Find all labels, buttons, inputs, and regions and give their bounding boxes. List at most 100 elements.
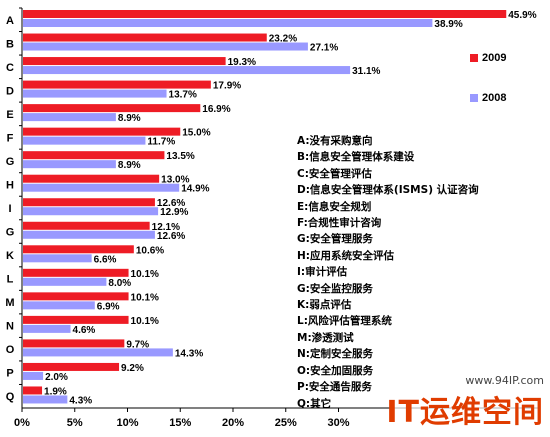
data-label-2008: 4.6% xyxy=(73,325,96,336)
bar-2009 xyxy=(23,339,125,348)
category-description: A:没有采购意向 xyxy=(297,135,373,147)
bar-2008 xyxy=(23,136,146,145)
y-tick-label: A xyxy=(6,15,14,27)
legend-swatch-2008 xyxy=(470,94,478,103)
bar-2009 xyxy=(23,245,134,254)
bar-2008 xyxy=(23,207,159,216)
data-label-2008: 14.3% xyxy=(175,348,203,359)
data-label-2009: 17.9% xyxy=(213,81,241,92)
bar-2008 xyxy=(23,301,95,310)
y-tick-label: N xyxy=(6,321,14,333)
data-label-2009: 12.1% xyxy=(152,222,180,233)
data-label-2008: 38.9% xyxy=(434,19,462,30)
category-description-list: A:没有采购意向 B:信息安全管理体系建设 C:安全管理评估 D:信息安全管理体… xyxy=(297,133,479,412)
data-label-2008: 6.9% xyxy=(97,301,120,312)
bar-2008 xyxy=(23,89,167,98)
watermark-logo-text: IT运维空间 xyxy=(386,395,544,430)
bar-2008 xyxy=(23,66,351,75)
bar-2009 xyxy=(23,315,129,324)
category-description: C:安全管理评估 xyxy=(297,167,372,180)
watermark-url: www.94IP.com xyxy=(465,374,544,387)
watermark-background xyxy=(394,391,544,429)
x-tick-label: 5% xyxy=(67,417,83,429)
x-tick-label: 15% xyxy=(169,417,191,429)
data-label-2008: 13.7% xyxy=(169,90,197,101)
y-tick-label: G xyxy=(6,156,15,168)
y-tick-label: Q xyxy=(6,391,15,403)
y-tick-label: F xyxy=(7,132,14,144)
bar-2008 xyxy=(23,19,433,27)
data-label-2009: 10.1% xyxy=(131,269,159,280)
bar-2009 xyxy=(23,198,155,207)
data-label-2008: 27.1% xyxy=(310,43,338,54)
y-tick-label: G xyxy=(6,227,15,239)
bar-2009 xyxy=(23,386,43,395)
category-description: M:渗透测试 xyxy=(297,331,354,344)
chart-bars xyxy=(23,10,507,404)
data-label-2008: 6.6% xyxy=(94,254,117,265)
category-description: B:信息安全管理体系建设 xyxy=(297,151,415,164)
category-description: L:风险评估管理系统 xyxy=(297,315,392,328)
category-description: E:信息安全规划 xyxy=(297,200,372,213)
data-label-2009: 10.6% xyxy=(136,245,164,256)
category-description: G:安全管理服务 xyxy=(297,233,373,246)
y-tick-label: B xyxy=(6,38,14,50)
y-tick-label: O xyxy=(6,344,15,356)
bar-2009 xyxy=(23,292,129,301)
y-tick-label: P xyxy=(6,368,13,380)
data-label-2008: 8.9% xyxy=(118,113,141,124)
data-label-2009: 9.7% xyxy=(126,339,149,350)
data-label-2009: 23.2% xyxy=(269,34,297,45)
category-description: G:安全监控服务 xyxy=(297,282,373,295)
y-tick-label: M xyxy=(5,297,14,309)
bar-2009 xyxy=(23,127,181,136)
legend-label-2008: 2008 xyxy=(482,92,507,104)
bar-2008 xyxy=(23,160,116,169)
y-tick-label: E xyxy=(6,109,13,121)
data-label-2008: 8.9% xyxy=(118,160,141,171)
x-tick-label: 25% xyxy=(275,417,297,429)
bar-2008 xyxy=(23,324,71,333)
y-tick-label: I xyxy=(8,203,11,215)
category-description: K:弱点评估 xyxy=(297,299,352,312)
data-label-2009: 13.5% xyxy=(166,151,194,162)
data-label-2009: 45.9% xyxy=(508,10,536,21)
category-description: H:应用系统安全评估 xyxy=(297,249,394,262)
x-tick-label: 10% xyxy=(116,417,138,429)
bar-2008 xyxy=(23,348,173,357)
legend-swatch-2009 xyxy=(470,54,478,63)
data-label-2009: 16.9% xyxy=(202,104,230,115)
category-description: I:审计评估 xyxy=(297,266,348,279)
bar-2009 xyxy=(23,221,150,230)
y-tick-label: K xyxy=(6,250,14,262)
data-label-2008: 12.9% xyxy=(160,207,188,218)
bar-2009 xyxy=(23,174,160,183)
data-label-2008: 12.6% xyxy=(157,231,185,242)
legend-2009: 2009 xyxy=(470,52,506,64)
data-label-2008: 11.7% xyxy=(147,137,175,148)
category-description: P:安全通告服务 xyxy=(297,381,372,394)
y-tick-label: C xyxy=(6,62,14,74)
category-description: Q:其它 xyxy=(297,397,332,410)
bar-2009 xyxy=(23,80,211,89)
data-label-2009: 13.0% xyxy=(161,175,189,186)
data-label-2008: 4.3% xyxy=(69,395,92,406)
bar-2008 xyxy=(23,230,155,239)
data-label-2008: 14.9% xyxy=(181,184,209,195)
data-label-2008: 8.0% xyxy=(108,278,131,289)
data-label-2009: 12.6% xyxy=(157,198,185,209)
data-label-2009: 10.1% xyxy=(131,316,159,327)
bar-2009 xyxy=(23,104,201,113)
data-label-2008: 2.0% xyxy=(45,372,68,383)
bar-2008 xyxy=(23,395,68,404)
bar-2009 xyxy=(23,10,507,18)
x-tick-label: 0% xyxy=(14,417,30,429)
bar-2009 xyxy=(23,362,120,371)
y-tick-label: D xyxy=(6,85,14,97)
x-tick-label: 30% xyxy=(327,417,349,429)
bar-2009 xyxy=(23,33,267,42)
bar-2008 xyxy=(23,254,92,263)
bar-2009 xyxy=(23,151,165,160)
